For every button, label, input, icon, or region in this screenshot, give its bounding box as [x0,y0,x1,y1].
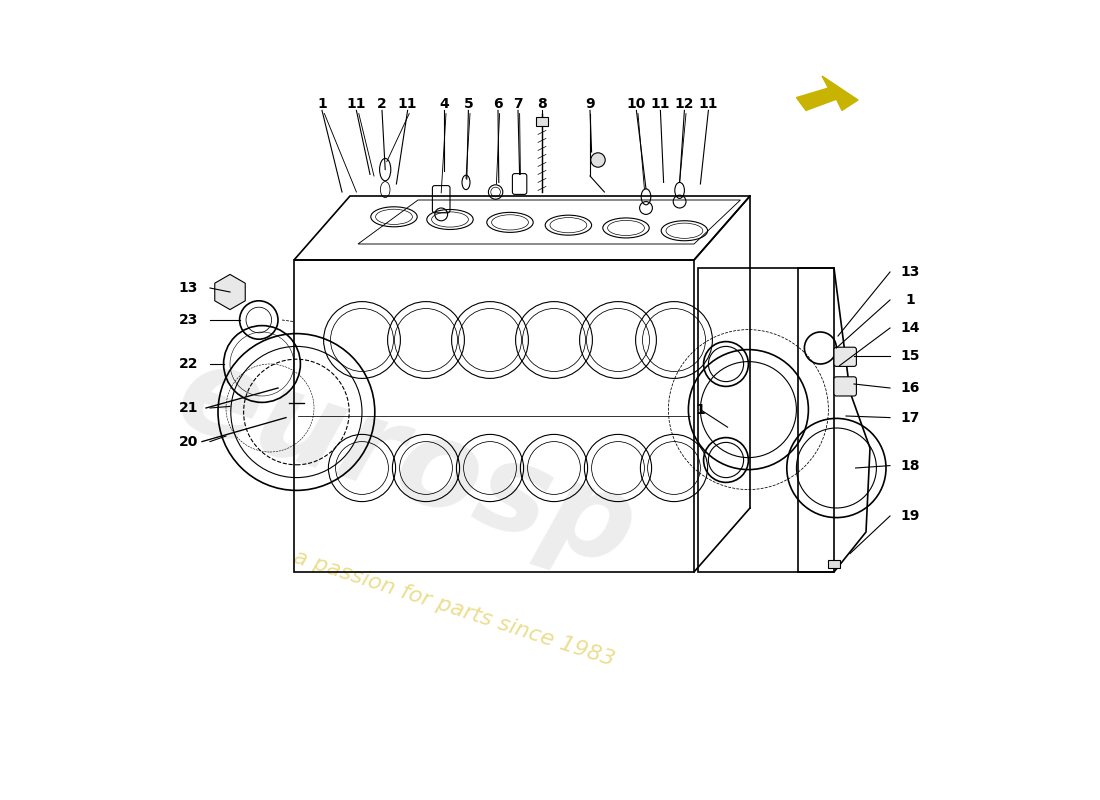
Text: 7: 7 [514,97,522,111]
Text: 13: 13 [900,265,920,279]
FancyBboxPatch shape [834,377,857,396]
Text: 1: 1 [905,293,915,307]
Text: 4: 4 [440,97,449,111]
Text: 2: 2 [377,97,387,111]
Text: a passion for parts since 1983: a passion for parts since 1983 [292,546,617,670]
Text: 11: 11 [651,97,670,111]
Bar [537,117,548,126]
Text: 12: 12 [674,97,694,111]
Text: 17: 17 [900,410,920,425]
Text: 22: 22 [178,357,198,371]
Text: 11: 11 [698,97,718,111]
Text: 10: 10 [627,97,646,111]
Text: 18: 18 [900,458,920,473]
Text: 20: 20 [178,434,198,449]
FancyBboxPatch shape [834,347,857,366]
Text: 19: 19 [900,509,920,523]
Text: 11: 11 [398,97,417,111]
Text: 1: 1 [695,402,705,417]
Circle shape [591,153,605,167]
Text: 13: 13 [178,281,198,295]
Text: eurosp: eurosp [163,335,650,593]
Text: 16: 16 [900,381,920,395]
Polygon shape [796,76,858,110]
Text: 21: 21 [178,401,198,415]
Polygon shape [214,274,245,310]
Text: 6: 6 [493,97,503,111]
Text: 11: 11 [346,97,366,111]
Text: 15: 15 [900,349,920,363]
Text: 5: 5 [463,97,473,111]
Text: 9: 9 [585,97,595,111]
Bar [828,560,840,568]
Text: 14: 14 [900,321,920,335]
Text: 1: 1 [317,97,327,111]
Text: 23: 23 [178,313,198,327]
Text: 8: 8 [537,97,547,111]
